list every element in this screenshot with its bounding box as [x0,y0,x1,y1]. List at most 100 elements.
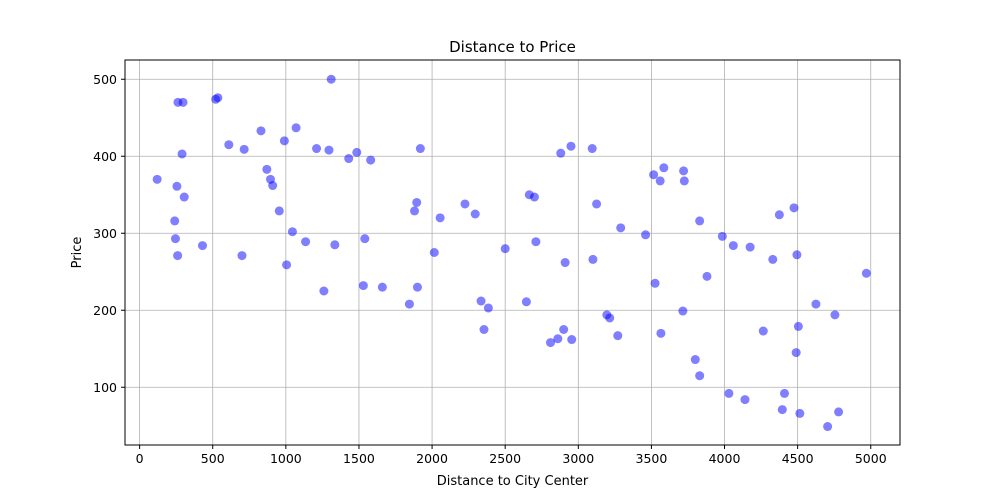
data-point [768,254,778,264]
data-point [460,199,470,209]
data-point [483,303,493,313]
data-point [774,210,784,220]
data-point [553,334,563,344]
x-tick-label: 3000 [562,451,594,466]
x-tick-label: 500 [201,451,225,466]
data-point [793,321,803,331]
data-point [291,123,301,133]
data-point [330,240,340,250]
data-point [415,144,425,154]
y-tick-label: 100 [93,380,117,395]
data-point [435,213,445,223]
data-point [429,248,439,257]
y-axis-label: Price [70,237,85,269]
data-point [301,237,311,247]
data-point [823,422,833,432]
x-axis-label: Distance to City Center [437,474,589,489]
data-point [659,163,669,173]
data-point [500,244,510,254]
data-point [679,166,689,176]
data-point [366,155,376,165]
data-point [224,140,234,150]
data-point [172,181,182,191]
data-point [556,148,566,158]
x-tick-label: 2500 [489,451,521,466]
data-point [360,234,370,244]
data-point [312,144,322,154]
data-point [656,328,666,338]
data-point [588,254,598,264]
data-point [779,388,789,398]
data-point [179,192,189,202]
x-tick-label: 4000 [709,451,741,466]
data-point [410,206,420,216]
data-point [587,144,597,154]
data-point [792,250,802,260]
data-point [791,348,801,358]
data-point [170,216,180,226]
data-point [655,176,665,186]
data-point [690,355,700,365]
data-point [470,209,480,219]
data-point [758,326,768,336]
x-tick-label: 5000 [855,451,887,466]
data-point [358,281,368,291]
data-point [702,271,712,281]
data-point [352,147,362,157]
data-point [476,296,486,306]
data-point [592,199,602,209]
y-tick-label: 400 [93,149,117,164]
data-point [344,154,354,164]
data-point [559,325,569,334]
y-axis-ticks: 100 200 300 400 500 [93,72,125,395]
x-tick-label: 2000 [416,451,448,466]
data-point [717,231,727,241]
data-point [795,408,805,418]
data-point [529,192,539,202]
data-point [650,278,660,288]
data-point [178,97,188,107]
data-point [326,74,336,84]
data-point [695,371,705,381]
plot-area-frame [124,59,901,446]
data-point [412,197,422,207]
data-point [789,203,799,213]
data-point [239,144,249,154]
data-point [262,164,272,174]
data-point [279,136,289,146]
data-point [256,126,266,136]
data-point [605,313,615,323]
data-point [811,299,821,309]
y-tick-label: 200 [93,303,117,318]
data-point [567,335,577,345]
data-point [641,230,651,240]
data-point [274,206,284,216]
x-tick-label: 4500 [782,451,814,466]
data-point [404,299,414,309]
x-tick-label: 0 [136,451,144,466]
chart-title: Distance to Price [449,38,576,56]
data-point [616,223,626,233]
data-point [613,331,623,341]
data-point [740,395,750,405]
data-point [546,338,556,348]
data-point [834,407,844,417]
data-point [566,141,576,151]
x-axis-ticks: 0 500 1000 1500 2000 2500 3000 3500 4000 4500 5000 [136,445,887,466]
data-point [724,388,734,398]
data-point [198,241,207,251]
x-tick-label: 1500 [343,451,375,466]
data-point [152,174,162,184]
data-point [679,176,689,186]
data-point [777,405,787,415]
data-point [377,282,387,292]
data-point [861,268,871,278]
y-tick-label: 500 [93,72,117,87]
data-point [728,241,738,251]
data-point [521,297,531,307]
data-point [412,282,422,292]
data-point [287,227,297,237]
data-point [282,260,292,270]
